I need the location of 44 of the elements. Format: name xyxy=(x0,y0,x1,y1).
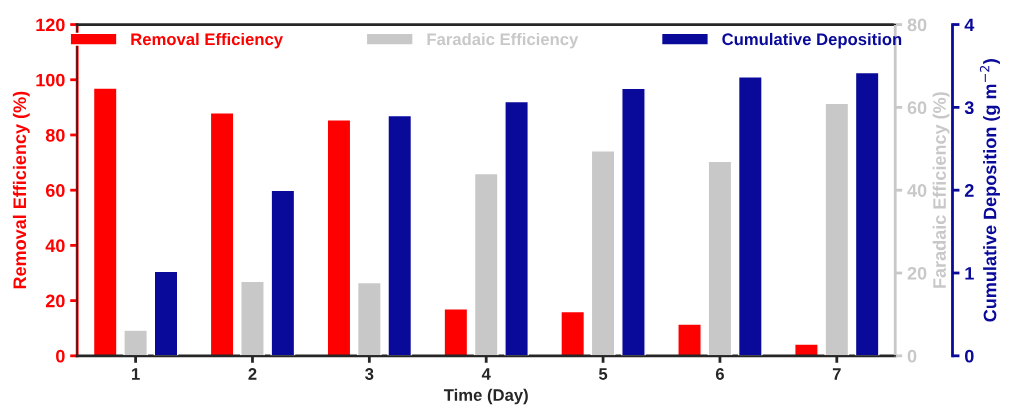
bar xyxy=(356,281,382,356)
x-axis-title: Time (Day) xyxy=(443,388,528,405)
x-tick-label: 7 xyxy=(832,368,841,380)
y-tick-label: 120 xyxy=(36,18,65,32)
bar xyxy=(560,310,586,356)
bar xyxy=(677,323,702,356)
bar xyxy=(473,172,499,356)
bar xyxy=(707,160,733,356)
y-tick-label: 100 xyxy=(36,73,65,87)
y3-tick-label: 4 xyxy=(964,18,975,32)
bar xyxy=(621,87,646,356)
bar xyxy=(504,100,529,356)
bar xyxy=(387,114,413,356)
y-tick-label: 40 xyxy=(45,239,65,253)
bar xyxy=(123,329,148,356)
x-tick-label: 5 xyxy=(598,368,608,380)
bar xyxy=(153,270,179,356)
bar xyxy=(326,119,352,356)
bar xyxy=(270,189,296,356)
x-tick-label: 3 xyxy=(365,368,374,380)
y3-axis-title: Cumulative Deposition (g m$^{−2}$) xyxy=(979,59,1001,322)
bar xyxy=(443,308,469,356)
bar xyxy=(590,150,616,356)
y-tick-label: 20 xyxy=(45,294,65,308)
legend-label: Cumulative Deposition xyxy=(722,32,902,49)
bar xyxy=(240,280,265,356)
y-tick-label: 0 xyxy=(56,349,65,363)
x-tick-label: 6 xyxy=(715,368,724,380)
bar xyxy=(824,102,850,356)
y3-tick-label: 0 xyxy=(965,349,974,363)
y3-tick-label: 2 xyxy=(964,184,974,197)
y-axis-title: Removal Efficiency (%) xyxy=(12,91,30,289)
bar xyxy=(854,71,880,356)
bar xyxy=(209,112,235,356)
bar xyxy=(737,76,763,356)
y3-tick-label: 1 xyxy=(965,267,974,280)
x-tick-label: 2 xyxy=(248,368,257,380)
y-tick-label: 60 xyxy=(45,184,65,197)
bar xyxy=(92,87,118,356)
x-tick-label: 4 xyxy=(481,368,491,380)
legend-label: Removal Efficiency xyxy=(131,32,283,49)
y-tick-label: 80 xyxy=(45,128,65,142)
y3-tick-label: 3 xyxy=(964,101,974,115)
x-tick-label: 1 xyxy=(132,368,140,380)
